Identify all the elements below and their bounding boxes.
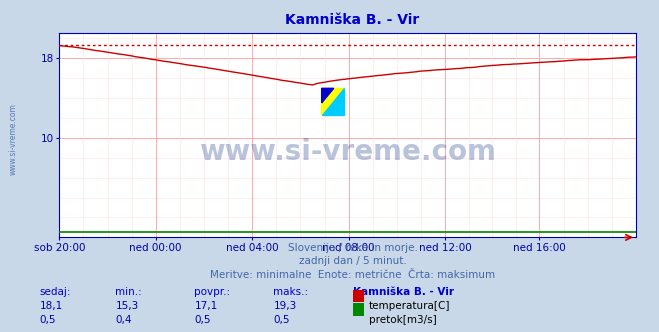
Text: Kamniška B. - Vir: Kamniška B. - Vir [285,13,420,27]
Text: Kamniška B. - Vir: Kamniška B. - Vir [353,287,453,297]
Text: www.si-vreme.com: www.si-vreme.com [9,104,18,175]
Text: pretok[m3/s]: pretok[m3/s] [369,315,437,325]
Polygon shape [322,88,343,115]
Text: www.si-vreme.com: www.si-vreme.com [199,138,496,166]
Text: 19,3: 19,3 [273,301,297,311]
Text: Meritve: minimalne  Enote: metrične  Črta: maksimum: Meritve: minimalne Enote: metrične Črta:… [210,270,495,280]
Polygon shape [322,88,343,115]
Text: min.:: min.: [115,287,142,297]
Text: Slovenija / reke in morje.: Slovenija / reke in morje. [287,243,418,253]
Text: 0,5: 0,5 [273,315,290,325]
Text: temperatura[C]: temperatura[C] [369,301,451,311]
Text: 18,1: 18,1 [40,301,63,311]
Text: 17,1: 17,1 [194,301,217,311]
Text: 0,5: 0,5 [40,315,56,325]
Text: 0,4: 0,4 [115,315,132,325]
Text: povpr.:: povpr.: [194,287,231,297]
Polygon shape [322,88,333,103]
Text: maks.:: maks.: [273,287,308,297]
Text: 0,5: 0,5 [194,315,211,325]
Text: 15,3: 15,3 [115,301,138,311]
Text: zadnji dan / 5 minut.: zadnji dan / 5 minut. [299,256,407,266]
Text: sedaj:: sedaj: [40,287,71,297]
